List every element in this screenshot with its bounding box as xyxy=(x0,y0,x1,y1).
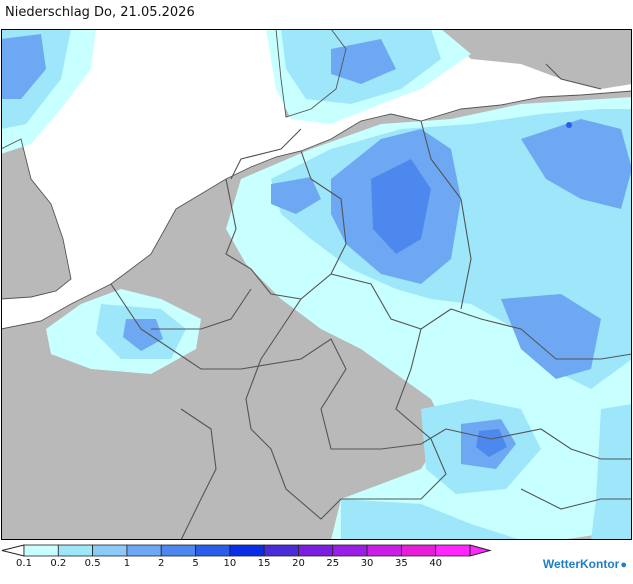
precipitation-map xyxy=(0,28,633,541)
brand-logo: WetterKontor● xyxy=(543,557,627,571)
legend-swatch xyxy=(298,544,334,557)
legend-tick-label: 25 xyxy=(326,558,340,569)
legend-swatch xyxy=(160,544,196,557)
legend-tick-label: 0.2 xyxy=(50,558,67,569)
legend-swatch xyxy=(366,544,402,557)
legend-swatch xyxy=(400,544,437,557)
legend-tick-label: 0.5 xyxy=(84,558,101,569)
legend-swatch xyxy=(435,544,471,557)
raindrop-icon: ● xyxy=(620,559,627,571)
legend-swatch xyxy=(23,544,59,557)
legend-tick-label: 20 xyxy=(292,558,305,569)
legend-tick-label: 40 xyxy=(429,558,443,569)
map-title: Niederschlag Do, 21.05.2026 xyxy=(5,5,195,20)
legend-swatch xyxy=(92,544,128,557)
legend-arrow-high xyxy=(469,544,492,557)
borders-layer xyxy=(110,63,633,541)
legend-arrow-low xyxy=(1,544,25,557)
brand-name: WetterKontor xyxy=(542,557,620,571)
legend-swatch xyxy=(57,544,94,557)
legend-tick-label: 1 xyxy=(123,558,131,569)
land-scandinavia xyxy=(441,29,632,89)
legend-swatch xyxy=(229,544,265,557)
legend-tick-label: 35 xyxy=(395,558,408,569)
map-frame xyxy=(1,29,632,540)
legend-swatch xyxy=(126,544,162,557)
legend-tick-label: 10 xyxy=(223,558,237,569)
coastline-layer xyxy=(0,28,633,330)
precipitation-legend: 0.1 0.2 0.5 1 2 5 10 15 20 25 30 35 40 WetterKontor● xyxy=(0,542,633,580)
legend-svg xyxy=(1,544,492,557)
legend-tick-label: 0.1 xyxy=(16,558,32,569)
legend-tick-label: 15 xyxy=(257,558,271,569)
legend-swatch xyxy=(195,544,231,557)
legend-tick-label: 5 xyxy=(192,558,199,569)
legend-swatch xyxy=(332,544,368,557)
map-svg xyxy=(0,28,633,541)
legend-swatch xyxy=(263,544,299,557)
land-uk xyxy=(1,139,71,299)
precip-peak-layer xyxy=(371,122,572,457)
legend-tick-label: 2 xyxy=(158,558,165,569)
legend-tick-label: 30 xyxy=(360,558,374,569)
